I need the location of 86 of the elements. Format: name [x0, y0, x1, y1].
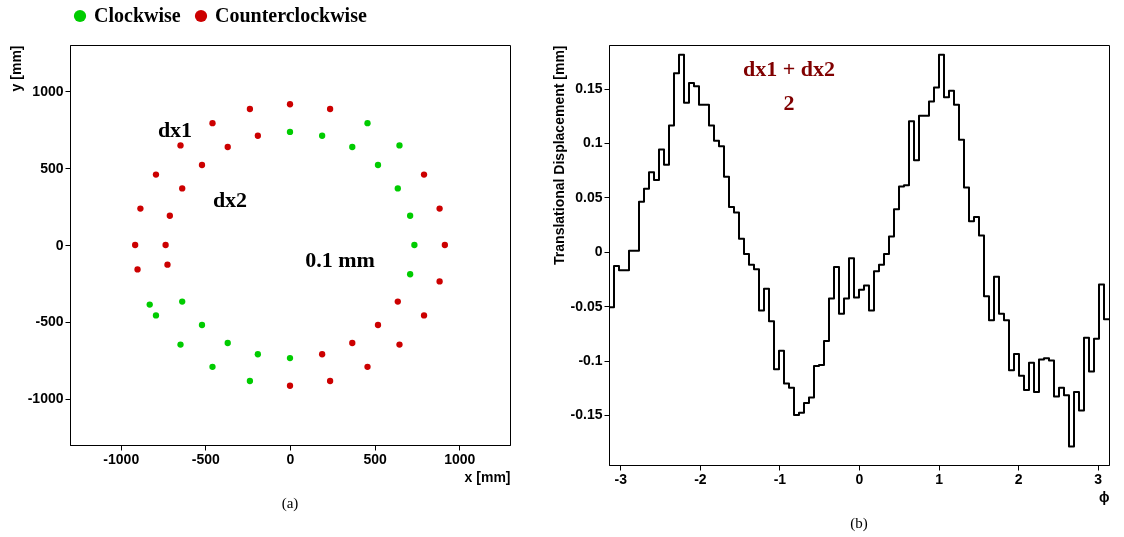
x-tick-label: -3: [614, 470, 628, 487]
y-tick-label: -0.1: [578, 352, 603, 369]
point: [137, 205, 144, 212]
point: [198, 161, 206, 169]
x-axis-title: x [mm]: [464, 468, 511, 485]
y-tick-label: 500: [40, 159, 64, 176]
point: [177, 142, 184, 149]
annotation: dx2: [212, 187, 248, 212]
point: [394, 298, 401, 305]
point: [166, 212, 174, 219]
point: [177, 341, 184, 348]
annotation: dx1: [157, 117, 193, 142]
y-tick-label: 0.15: [575, 80, 603, 97]
point: [152, 312, 160, 319]
x-tick-label: 3: [1094, 470, 1103, 487]
point: [420, 171, 428, 178]
point: [374, 161, 382, 169]
point: [286, 354, 294, 362]
x-tick-label: -1: [773, 470, 787, 487]
point: [152, 171, 160, 178]
x-tick-label: -1000: [103, 450, 140, 467]
point: [364, 363, 371, 370]
point: [209, 120, 216, 127]
y-tick-label: 1000: [32, 82, 64, 99]
point: [394, 185, 401, 192]
point: [286, 101, 294, 108]
y-axis-title: Translational Displacement [mm]: [550, 45, 567, 265]
point: [254, 132, 262, 139]
legend-label: Clockwise: [94, 4, 181, 26]
point: [349, 339, 356, 347]
y-tick-label: -0.05: [570, 297, 603, 314]
point: [164, 261, 171, 268]
annotation: 0.1 mm: [305, 247, 375, 272]
point: [179, 298, 186, 305]
y-tick-label: -1000: [27, 390, 64, 407]
point: [162, 241, 169, 249]
x-tick-label: 1: [935, 470, 944, 487]
point: [131, 241, 139, 249]
point: [326, 377, 334, 385]
point: [146, 301, 153, 308]
point: [436, 205, 443, 212]
point: [179, 185, 186, 192]
point: [246, 105, 254, 113]
y-tick-label: 0: [594, 243, 603, 260]
point: [134, 266, 141, 273]
point: [406, 212, 414, 219]
point: [286, 382, 294, 389]
text: (a): [281, 495, 299, 512]
point: [198, 321, 206, 329]
point: [246, 377, 254, 385]
point: [420, 312, 428, 319]
point: [396, 142, 403, 149]
x-tick-label: 0: [286, 450, 295, 467]
y-tick-label: 0.1: [583, 134, 603, 151]
point: [396, 341, 403, 348]
point: [286, 128, 294, 136]
y-tick-label: 0: [55, 236, 64, 253]
point: [364, 120, 371, 127]
y-tick-label: -500: [35, 313, 64, 330]
y-tick-label: 0.05: [575, 188, 603, 205]
point: [224, 339, 231, 347]
point: [349, 143, 356, 151]
point: [318, 351, 326, 358]
point: [436, 278, 443, 285]
point: [318, 132, 326, 139]
point: [254, 351, 262, 358]
x-axis-title: ϕ: [1099, 488, 1110, 505]
y-tick-label: -0.15: [570, 406, 603, 423]
legend-label: Counterclockwise: [215, 4, 367, 26]
x-tick-label: -2: [694, 470, 707, 487]
x-tick-label: 1000: [444, 450, 476, 467]
annotation: 2: [783, 90, 795, 115]
x-tick-label: 0: [855, 470, 864, 487]
point: [374, 321, 382, 329]
x-tick-label: -500: [191, 450, 221, 467]
point: [209, 363, 216, 370]
point: [441, 241, 449, 249]
annotation: dx1 + dx2: [742, 56, 836, 81]
y-axis-title: y [mm]: [7, 45, 24, 92]
point: [224, 143, 231, 151]
text: (b): [850, 515, 868, 532]
point: [406, 271, 414, 278]
x-tick-label: 2: [1014, 470, 1023, 487]
x-tick-label: 500: [363, 450, 388, 467]
point: [326, 105, 334, 113]
point: [411, 241, 418, 249]
